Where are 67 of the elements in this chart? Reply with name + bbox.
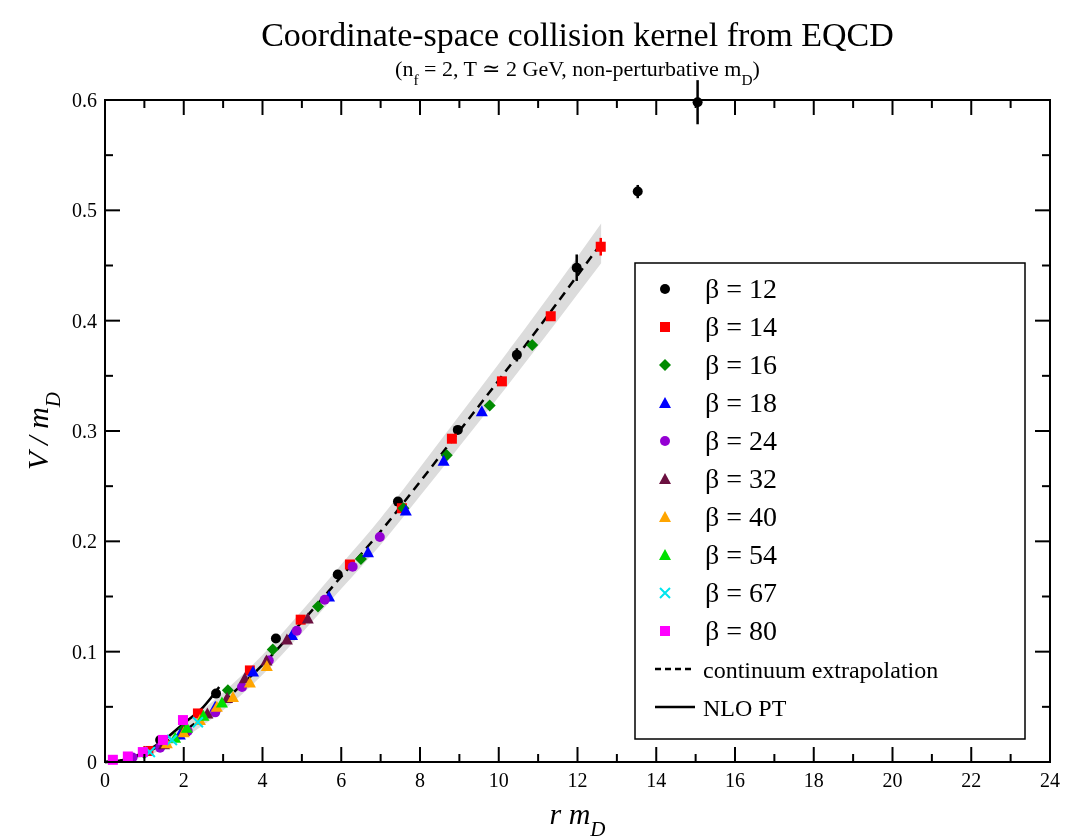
- x-tick-label: 22: [961, 769, 982, 791]
- x-tick-label: 20: [882, 769, 903, 791]
- point: [332, 569, 343, 580]
- point: [511, 349, 522, 360]
- x-tick-label: 14: [646, 769, 667, 791]
- point: [362, 546, 375, 558]
- y-tick-label: 0.5: [72, 199, 97, 222]
- legend-label: β = 12: [705, 273, 778, 304]
- point: [260, 660, 273, 672]
- point: [496, 376, 507, 387]
- point: [545, 311, 556, 322]
- legend-label: β = 40: [705, 501, 778, 532]
- x-tick-label: 4: [257, 769, 268, 791]
- y-tick-label: 0.6: [72, 89, 97, 111]
- point: [243, 676, 256, 688]
- legend-label: β = 67: [705, 577, 778, 608]
- y-tick-label: 0.3: [72, 420, 97, 442]
- y-tick-label: 0: [87, 751, 97, 773]
- legend-label: β = 80: [705, 615, 778, 646]
- y-tick-label: 0.1: [72, 640, 97, 663]
- point: [211, 688, 222, 699]
- point: [526, 338, 539, 351]
- y-tick-label: 0.2: [72, 530, 97, 553]
- x-tick-label: 12: [567, 769, 588, 791]
- x-tick-label: 24: [1040, 769, 1060, 791]
- legend-label: β = 16: [705, 349, 778, 380]
- point: [280, 633, 293, 645]
- point: [452, 424, 463, 435]
- legend-label: β = 54: [705, 539, 778, 570]
- y-tick-label: 0.4: [72, 309, 97, 332]
- legend-label: β = 32: [705, 463, 778, 494]
- legend-label: β = 18: [705, 387, 778, 418]
- point: [291, 625, 302, 636]
- point: [312, 600, 325, 613]
- point: [475, 405, 488, 417]
- point: [319, 594, 330, 605]
- point: [571, 262, 582, 273]
- x-tick-label: 18: [803, 769, 824, 791]
- point: [221, 684, 234, 697]
- point: [215, 696, 228, 708]
- point: [177, 715, 188, 726]
- point: [247, 665, 260, 677]
- point: [226, 690, 239, 702]
- legend-label: NLO PT: [703, 695, 787, 721]
- point: [483, 399, 496, 412]
- point: [270, 633, 281, 644]
- legend-label: β = 14: [705, 311, 778, 342]
- point: [374, 531, 385, 542]
- x-tick-label: 8: [415, 769, 425, 791]
- chart-subtitle: (n$_{f}$ = 2, T ≃ 2 GeV, non-perturbative m$_{D}$): [395, 56, 760, 88]
- x-tick-label: 2: [178, 769, 189, 791]
- x-axis-title: r m$_{D}$: [549, 797, 606, 839]
- legend-label: continuum extrapolation: [703, 657, 939, 683]
- legend-label: β = 24: [705, 425, 778, 456]
- point: [301, 612, 314, 624]
- point: [446, 433, 457, 444]
- x-tick-label: 16: [725, 769, 745, 791]
- point: [354, 552, 367, 565]
- point: [437, 454, 450, 466]
- x-tick-label: 6: [336, 769, 347, 791]
- x-tick-label: 10: [488, 769, 509, 791]
- point: [632, 186, 643, 197]
- point: [266, 643, 279, 656]
- point: [122, 751, 133, 762]
- point: [595, 241, 606, 252]
- chart-title: Coordinate-space collision kernel from EQCD: [261, 16, 894, 53]
- point: [165, 733, 178, 746]
